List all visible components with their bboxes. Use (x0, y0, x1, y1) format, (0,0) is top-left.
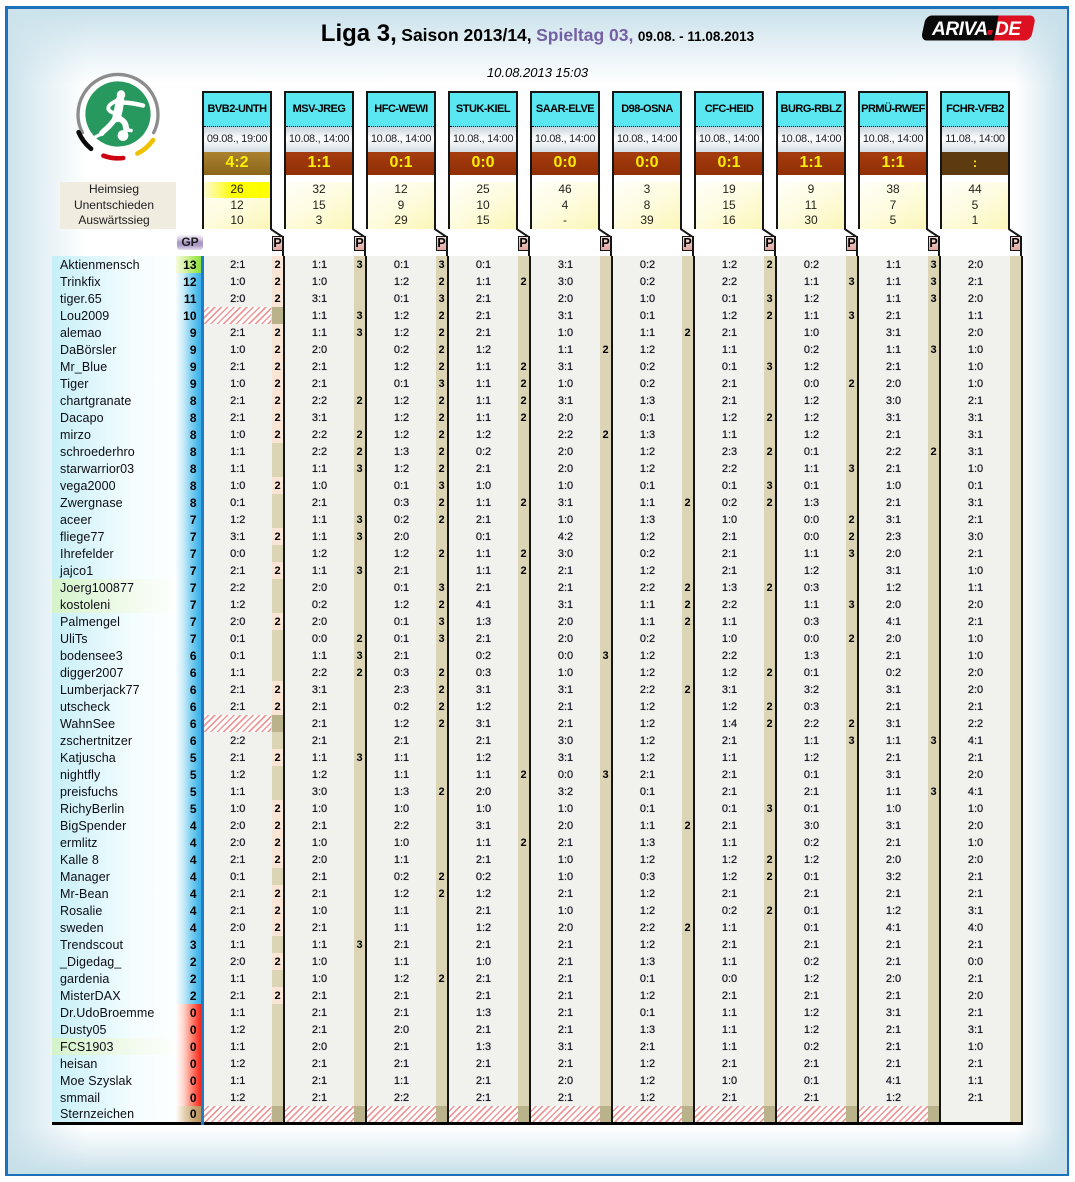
svg-text:ARIVA: ARIVA (931, 19, 988, 40)
svg-text:DE: DE (995, 19, 1022, 40)
